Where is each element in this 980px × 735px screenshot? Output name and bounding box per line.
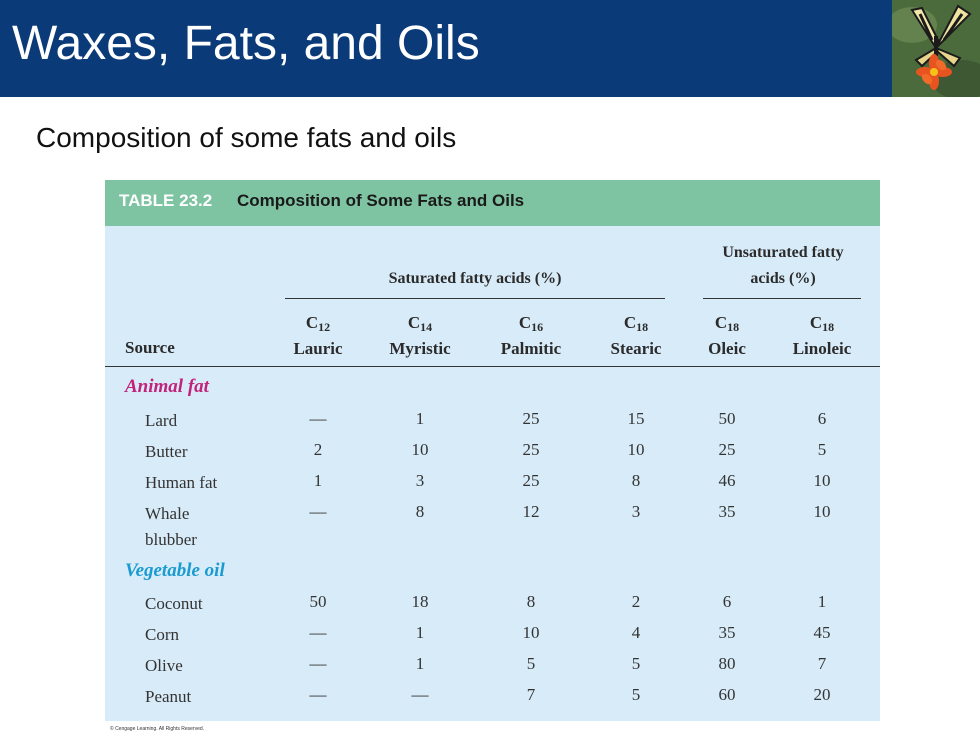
cell-palmitic: 12	[522, 502, 540, 521]
row-source: Lard	[145, 411, 178, 430]
slide-title: Waxes, Fats, and Oils	[12, 17, 480, 70]
cell-lauric: 2	[313, 440, 323, 459]
cell-myristic: 1	[415, 623, 425, 642]
row-source: Whale blubber	[145, 504, 197, 549]
row-source: Corn	[145, 625, 179, 644]
table-row: Lard — 1 25 15 50 6	[105, 408, 880, 439]
cell-palmitic: 5	[526, 654, 536, 673]
cell-myristic: 3	[415, 471, 425, 490]
cell-oleic: 35	[718, 502, 736, 521]
table-caption: Composition of Some Fats and Oils	[237, 191, 525, 210]
row-source: Coconut	[145, 594, 203, 613]
cell-oleic: 80	[718, 654, 736, 673]
cell-lauric: —	[309, 685, 327, 704]
cell-lauric: —	[309, 623, 327, 642]
cell-stearic: 3	[631, 502, 641, 521]
cell-linoleic: 10	[813, 502, 831, 521]
cell-palmitic: 8	[526, 592, 536, 611]
cell-stearic: 15	[627, 409, 645, 428]
cell-myristic: 8	[415, 502, 425, 521]
cell-myristic: 18	[411, 592, 429, 611]
col-header-stearic: C18 Stearic	[610, 313, 662, 358]
unsaturated-group-header-line2: acids (%)	[750, 270, 816, 287]
cell-oleic: 25	[718, 440, 736, 459]
table-row: Human fat 1 3 25 8 46 10	[105, 470, 880, 501]
table-number: TABLE 23.2	[119, 191, 213, 210]
cell-linoleic: 7	[817, 654, 827, 673]
copyright-notice: © Cengage Learning. All Rights Reserved.	[110, 726, 205, 732]
cell-palmitic: 10	[522, 623, 540, 642]
row-source: Human fat	[145, 473, 218, 492]
cell-palmitic: 25	[522, 471, 540, 490]
cell-lauric: —	[309, 502, 327, 521]
cell-lauric: 1	[313, 471, 323, 490]
category-animal-fat: Animal fat	[125, 376, 209, 397]
cell-linoleic: 6	[817, 409, 827, 428]
col-header-palmitic: C16 Palmitic	[500, 313, 562, 358]
slide-subtitle: Composition of some fats and oils	[36, 122, 457, 153]
table-row: Corn — 1 10 4 35 45	[105, 622, 880, 653]
source-column-header: Source	[125, 338, 175, 357]
cell-oleic: 6	[722, 592, 732, 611]
cell-stearic: 5	[631, 685, 641, 704]
cell-linoleic: 10	[813, 471, 831, 490]
table-row: Whale blubber — 8 12 3 35 10	[105, 501, 880, 553]
cell-myristic: 1	[415, 654, 425, 673]
saturated-rule	[285, 298, 665, 299]
cell-palmitic: 25	[522, 440, 540, 459]
cell-linoleic: 45	[813, 623, 831, 642]
table-row: Coconut 50 18 8 2 6 1	[105, 591, 880, 622]
unsaturated-group-header-line1: Unsaturated fatty	[722, 244, 844, 261]
cell-palmitic: 25	[522, 409, 540, 428]
cell-palmitic: 7	[526, 685, 536, 704]
cell-linoleic: 1	[817, 592, 827, 611]
cell-oleic: 35	[718, 623, 736, 642]
unsaturated-rule	[703, 298, 861, 299]
cell-stearic: 2	[631, 592, 641, 611]
cell-lauric: 50	[309, 592, 327, 611]
col-header-oleic: C18 Oleic	[708, 313, 746, 358]
cell-myristic: —	[411, 685, 429, 704]
cell-myristic: 1	[415, 409, 425, 428]
table-row: Butter 2 10 25 10 25 5	[105, 439, 880, 470]
cell-oleic: 60	[718, 685, 736, 704]
cell-oleic: 50	[718, 409, 736, 428]
cell-stearic: 8	[631, 471, 641, 490]
table-header-bar: TABLE 23.2 Composition of Some Fats and …	[105, 180, 880, 226]
cell-lauric: —	[309, 409, 327, 428]
table-row: Olive — 1 5 5 80 7	[105, 653, 880, 684]
category-vegetable-oil: Vegetable oil	[125, 560, 225, 581]
cell-linoleic: 20	[813, 685, 831, 704]
row-source: Peanut	[145, 687, 192, 706]
cell-lauric: —	[309, 654, 327, 673]
composition-table: TABLE 23.2 Composition of Some Fats and …	[105, 180, 880, 721]
cell-stearic: 5	[631, 654, 641, 673]
row-source: Olive	[145, 656, 183, 675]
row-source: Butter	[145, 442, 188, 461]
butterfly-photo-icon	[892, 0, 980, 97]
col-header-lauric: C12 Lauric	[293, 313, 343, 358]
cell-myristic: 10	[411, 440, 429, 459]
cell-oleic: 46	[718, 471, 736, 490]
table-row: Peanut — — 7 5 60 20	[105, 684, 880, 715]
header-bottom-rule	[105, 366, 880, 367]
col-header-myristic: C14 Myristic	[389, 313, 451, 358]
cell-linoleic: 5	[817, 440, 827, 459]
cell-stearic: 10	[627, 440, 645, 459]
col-header-linoleic: C18 Linoleic	[792, 313, 852, 358]
slide-header: Waxes, Fats, and Oils	[0, 0, 980, 97]
cell-stearic: 4	[631, 623, 641, 642]
saturated-group-header: Saturated fatty acids (%)	[388, 270, 562, 287]
